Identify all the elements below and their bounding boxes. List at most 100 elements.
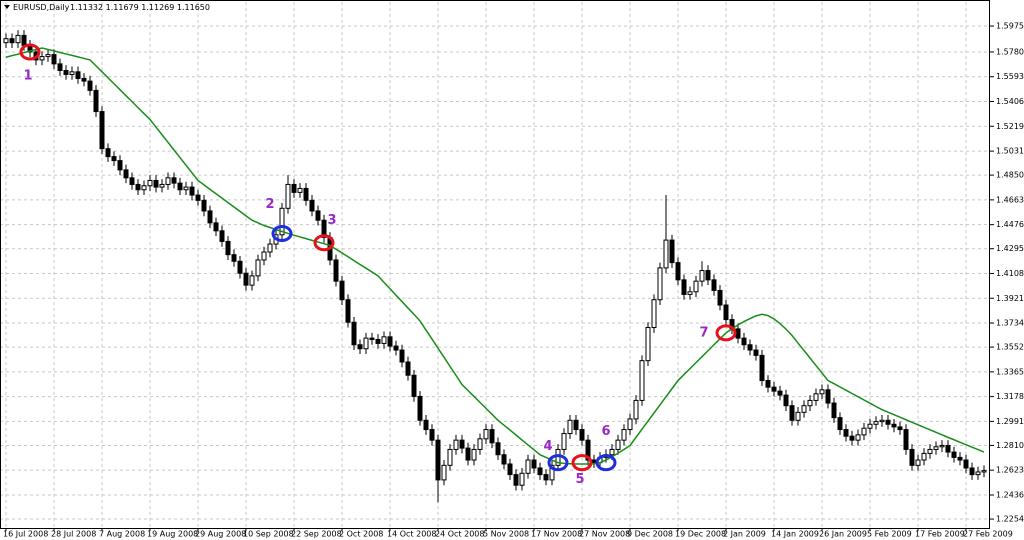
moving-average	[5, 47, 985, 465]
candle-body	[165, 177, 171, 185]
x-tick-label: 29 Aug 2008	[195, 530, 246, 539]
plot	[3, 30, 987, 503]
candle-body	[717, 289, 723, 306]
candle-body	[339, 280, 345, 301]
candle-body	[765, 380, 771, 388]
candle-body	[195, 194, 201, 201]
y-tick-label: 1.42950	[996, 244, 1024, 253]
candle-body	[267, 243, 273, 253]
x-tick-label: 27 Feb 2009	[963, 530, 1013, 539]
candle-body	[423, 419, 429, 431]
candle-body	[279, 207, 285, 236]
candle-body	[387, 336, 393, 347]
chart-title: EURUSD,Daily	[13, 3, 70, 12]
candle-body	[879, 419, 885, 423]
candle-body	[537, 467, 543, 476]
plot-frame	[0, 0, 990, 529]
candle-body	[483, 429, 489, 440]
y-tick-label: 1.44765	[996, 220, 1024, 229]
candle-body	[621, 429, 627, 441]
signal-circle	[571, 454, 593, 472]
candle-body	[225, 240, 231, 256]
y-tick-label: 1.54060	[996, 97, 1024, 106]
candle-body	[111, 156, 117, 162]
candle-body	[969, 467, 975, 476]
candle-body	[933, 446, 939, 450]
y-tick-label: 1.52190	[996, 122, 1024, 131]
candle-body	[255, 259, 261, 277]
candle-body	[771, 386, 777, 392]
x-tick-label: 5 Nov 2008	[483, 530, 529, 539]
x-tick-label: 14 Oct 2008	[387, 530, 436, 539]
candle-body	[975, 471, 981, 476]
candle-body	[807, 399, 813, 407]
candle-body	[837, 417, 843, 431]
candle-body	[117, 160, 123, 171]
candle-body	[315, 210, 321, 221]
candle-body	[609, 448, 615, 456]
candle-body	[159, 183, 165, 188]
candle-body	[399, 349, 405, 363]
x-tick-label: 24 Oct 2008	[435, 530, 484, 539]
candle-body	[507, 463, 513, 476]
candle-body	[903, 429, 909, 450]
candle-body	[735, 328, 741, 339]
candle-body	[645, 327, 651, 362]
signal-circle	[19, 43, 41, 61]
candle-body	[219, 230, 225, 242]
candle-body	[855, 434, 861, 441]
candle-body	[939, 444, 945, 448]
candle-body	[297, 187, 303, 193]
candle-body	[411, 374, 417, 397]
candle-body	[777, 390, 783, 396]
candle-body	[801, 405, 807, 413]
candle-body	[171, 177, 177, 184]
y-tick-label: 1.33655	[996, 367, 1024, 376]
candle-body	[291, 183, 297, 193]
candle-body	[309, 199, 315, 212]
x-tick-label: 14 Jan 2009	[771, 530, 819, 539]
signal-label: 7	[699, 325, 708, 340]
candle-body	[681, 279, 687, 295]
candle-body	[531, 459, 537, 469]
candle-body	[489, 429, 495, 444]
y-tick-label: 1.29915	[996, 417, 1024, 426]
x-tick-label: 10 Sep 2008	[243, 530, 294, 539]
candle-body	[501, 454, 507, 465]
candle-body	[405, 361, 411, 376]
candle-body	[477, 438, 483, 450]
candle-body	[435, 439, 441, 481]
candle-body	[351, 321, 357, 346]
x-tick-label: 7 Aug 2008	[99, 530, 145, 539]
candle-body	[711, 279, 717, 291]
candle-body	[693, 280, 699, 293]
grid	[0, 2, 990, 528]
x-tick-label: 22 Sep 2008	[291, 530, 342, 539]
candle-body	[639, 360, 645, 401]
signal-label: 3	[327, 213, 336, 228]
candle-body	[213, 222, 219, 232]
candle-body	[747, 344, 753, 351]
quote: 1.11332 1.11679 1.11269 1.11650	[70, 3, 210, 12]
y-tick-label: 1.41080	[996, 269, 1024, 278]
candle-body	[759, 354, 765, 382]
y-tick-label: 1.50315	[996, 147, 1024, 156]
candle-body	[741, 337, 747, 346]
candle-body	[849, 435, 855, 441]
candle-body	[585, 439, 591, 461]
menu-arrow[interactable]	[4, 5, 10, 9]
candle-body	[825, 389, 831, 404]
candle-body	[45, 54, 51, 58]
y-tick-label: 1.31785	[996, 392, 1024, 401]
candle-body	[429, 429, 435, 441]
candle-body	[237, 260, 243, 274]
candle-body	[459, 439, 465, 449]
candle-body	[957, 456, 963, 461]
x-tick-label: 19 Dec 2008	[675, 530, 726, 539]
candle-body	[51, 54, 57, 65]
candle-body	[591, 459, 597, 464]
candle-body	[261, 251, 267, 261]
y-tick-label: 1.28100	[996, 441, 1024, 450]
y-tick-label: 1.37340	[996, 319, 1024, 328]
